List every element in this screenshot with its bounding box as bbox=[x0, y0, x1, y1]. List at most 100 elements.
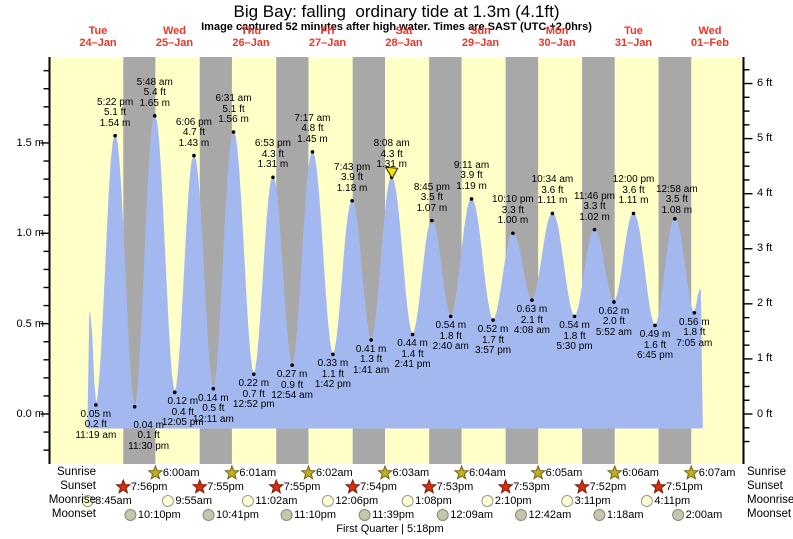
tide-label-line: 1.1 ft bbox=[321, 368, 345, 380]
moonrise-icon bbox=[81, 495, 94, 507]
y-axis-left-tick bbox=[43, 214, 49, 216]
y-axis-left-tick bbox=[40, 232, 49, 234]
high-tide-label: 10:10 pm 3.3 ft 1.00 m bbox=[481, 195, 545, 227]
astro-time-label: 11:10pm bbox=[294, 508, 337, 521]
tide-label-line: 12:58 am bbox=[655, 183, 698, 195]
astro-time-label: 7:53pm bbox=[436, 480, 474, 493]
low-tide-dot bbox=[290, 363, 294, 368]
tide-label-line: 9:11 am bbox=[453, 159, 490, 171]
astro-time-label: 7:52pm bbox=[589, 480, 627, 493]
tide-label-line: 0.41 m bbox=[355, 343, 387, 355]
y-axis-left-tick bbox=[43, 69, 49, 72]
tide-label-line: 8:45 pm bbox=[413, 181, 450, 193]
high-tide-label: 10:34 am 3.6 ft 1.11 m bbox=[520, 175, 584, 207]
tide-label-line: 1.00 m bbox=[497, 215, 529, 227]
tide-label-line: 3:57 pm bbox=[475, 345, 512, 357]
tide-label-line: 1.18 m bbox=[336, 182, 368, 194]
y-axis-right-label: 1 ft bbox=[757, 352, 773, 365]
y-axis-left-label: 1.0 m bbox=[16, 227, 44, 240]
tide-label-line: 2:41 pm bbox=[394, 359, 431, 371]
tide-label-line: 11:30 pm bbox=[128, 440, 170, 452]
tide-label-line: 3.5 ft bbox=[665, 194, 688, 206]
page-title: Big Bay: falling ordinary tide at 1.3m (… bbox=[233, 2, 560, 21]
high-tide-label: 6:31 am 5.1 ft 1.56 m bbox=[202, 94, 266, 126]
low-tide-dot bbox=[132, 404, 137, 409]
low-tide-label: 0.41 m 1.3 ft 1:41 am bbox=[339, 343, 403, 377]
astro-time-label: 7:51pm bbox=[666, 480, 703, 493]
y-axis-right-tick bbox=[744, 371, 750, 374]
tide-curve bbox=[87, 114, 703, 429]
y-axis-right-tick bbox=[744, 220, 750, 222]
tide-label-line: 1.43 m bbox=[178, 137, 210, 149]
astro-time-label: 9:55am bbox=[175, 494, 213, 507]
low-tide-dot bbox=[572, 314, 577, 319]
high-tide-label: 9:11 am 3.9 ft 1.19 m bbox=[440, 159, 504, 193]
y-axis-right-tick bbox=[744, 124, 750, 126]
tide-label-line: 1.07 m bbox=[416, 202, 448, 214]
tide-label-line: 1:42 pm bbox=[314, 379, 351, 391]
day-label: Tue 31–Jan bbox=[615, 25, 652, 49]
tide-label-line: 2.0 ft bbox=[602, 316, 626, 328]
y-axis-left-label: 0.0 m bbox=[16, 408, 44, 420]
low-tide-label: 0.12 m 0.4 ft 12:05 pm bbox=[151, 397, 215, 429]
y-axis-left-tick bbox=[43, 124, 49, 126]
day-label: Wed 01–Feb bbox=[691, 25, 729, 49]
high-tide-dot bbox=[271, 175, 275, 180]
low-tide-dot bbox=[612, 300, 616, 304]
astro-row-label-left: Moonset bbox=[51, 508, 96, 520]
high-tide-dot bbox=[430, 218, 434, 223]
astro-time-label: 6:05am bbox=[545, 466, 583, 479]
astro-time-label: 11:02am bbox=[255, 494, 298, 507]
low-tide-dot bbox=[251, 372, 256, 377]
tide-label-line: 0.2 ft bbox=[84, 419, 107, 431]
sunrise-icon bbox=[377, 464, 394, 480]
y-axis-left-tick bbox=[40, 322, 49, 325]
astro-time-label: 6:06am bbox=[622, 466, 659, 479]
high-tide-dot bbox=[469, 197, 474, 201]
tide-label-line: 11:19 am bbox=[75, 429, 117, 441]
y-axis-left-line bbox=[48, 57, 51, 464]
high-tide-dot bbox=[231, 130, 236, 134]
tide-label-line: 5:52 am bbox=[595, 326, 632, 338]
high-tide-label: 5:48 am 5.4 ft 1.65 m bbox=[123, 77, 187, 110]
high-tide-dot bbox=[192, 153, 196, 158]
low-tide-label: 0.27 m 0.9 ft 12:54 am bbox=[260, 370, 324, 402]
y-axis-right-tick bbox=[744, 165, 750, 167]
high-tide-label: 8:45 pm 3.5 ft 1.07 m bbox=[400, 181, 464, 215]
y-axis-right-tick bbox=[744, 192, 753, 195]
high-tide-dot bbox=[511, 231, 515, 236]
tide-label-line: 1.45 m bbox=[297, 133, 328, 145]
tide-label-line: 1.8 ft bbox=[683, 327, 706, 339]
y-axis-left-tick bbox=[43, 178, 49, 180]
tide-label-line: 11:46 pm bbox=[574, 190, 615, 202]
y-axis-left-tick bbox=[43, 88, 49, 90]
tide-label-line: 4:08 am bbox=[513, 325, 550, 337]
y-axis-right-tick bbox=[744, 316, 750, 319]
tide-label-line: 5:30 pm bbox=[556, 341, 593, 353]
moonset-icon bbox=[358, 509, 371, 521]
low-tide-dot bbox=[491, 318, 495, 322]
astro-row-label-left: Sunset bbox=[60, 480, 96, 492]
y-axis-right-label: 5 ft bbox=[757, 132, 773, 145]
y-axis-left-tick bbox=[43, 250, 49, 253]
astro-row-label-right: Sunset bbox=[747, 480, 783, 492]
low-tide-label: 0.63 m 2.1 ft 4:08 am bbox=[500, 305, 564, 337]
tide-label-line: 7:05 am bbox=[676, 337, 713, 349]
day-of-week: Wed bbox=[698, 25, 722, 37]
tide-label-line: 1.7 ft bbox=[481, 334, 505, 346]
tide-label-line: 0.63 m bbox=[516, 304, 548, 316]
day-of-week: Mon bbox=[545, 25, 569, 37]
y-axis-right-label: 3 ft bbox=[757, 242, 773, 255]
tide-label-line: 1.11 m bbox=[618, 195, 649, 207]
astro-time-label: 6:00am bbox=[162, 466, 200, 479]
day-label: Sun 29–Jan bbox=[462, 25, 499, 49]
tide-label-line: 4.3 ft bbox=[261, 148, 285, 160]
tide-label-line: 12:00 pm bbox=[612, 174, 655, 186]
sunrise-icon bbox=[147, 464, 164, 480]
day-label: Sat 28–Jan bbox=[385, 25, 422, 49]
y-axis-right-tick bbox=[744, 179, 750, 181]
y-axis-right-tick bbox=[744, 234, 750, 236]
astro-time-label: 8:45am bbox=[95, 494, 132, 507]
y-axis-right-label: 0 ft bbox=[757, 407, 773, 420]
y-axis-left-tick bbox=[43, 377, 49, 379]
